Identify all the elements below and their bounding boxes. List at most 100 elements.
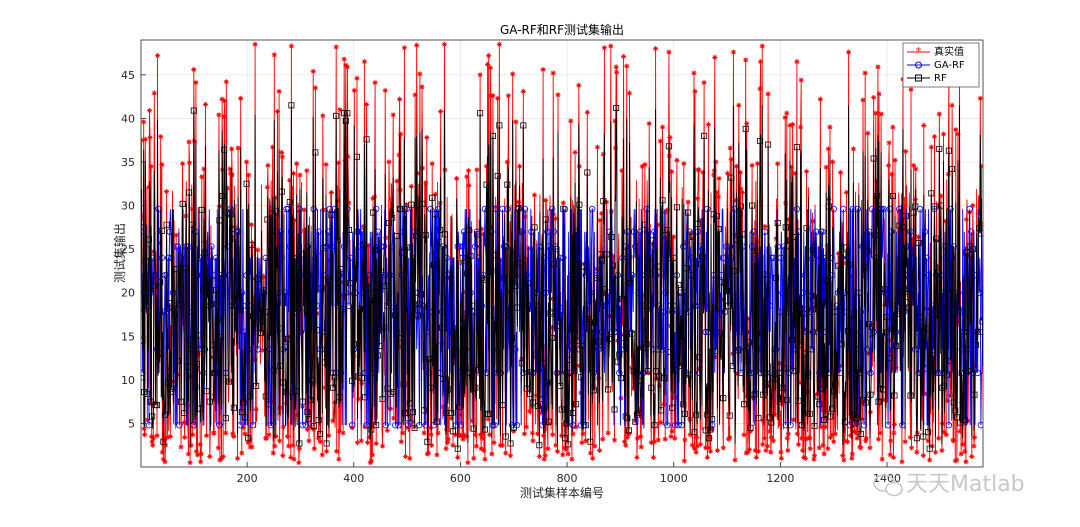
data-point <box>721 279 728 286</box>
data-point <box>279 154 285 160</box>
data-point <box>563 420 570 427</box>
data-point <box>533 351 540 358</box>
data-point <box>542 216 549 223</box>
data-point <box>317 439 323 445</box>
legend-label-true: 真实值 <box>934 45 964 58</box>
data-point <box>968 228 975 235</box>
data-point <box>229 226 236 233</box>
legend-marker-circle <box>915 61 922 69</box>
legend-label-rf: RF <box>934 73 947 84</box>
data-point <box>767 428 773 434</box>
data-point <box>429 194 436 201</box>
data-point <box>729 362 736 369</box>
data-point <box>962 448 968 454</box>
data-point <box>267 333 274 340</box>
data-point <box>970 202 976 209</box>
data-point <box>955 307 962 314</box>
data-point <box>803 225 810 232</box>
series-layer <box>141 41 983 466</box>
data-point <box>808 293 815 300</box>
data-point <box>172 243 180 250</box>
data-point <box>157 279 164 286</box>
data-point <box>373 422 380 429</box>
data-point <box>931 134 938 140</box>
data-point <box>678 337 685 344</box>
data-point <box>246 393 253 400</box>
data-point <box>944 371 951 378</box>
data-point <box>326 433 332 439</box>
data-point <box>568 326 575 333</box>
data-point <box>669 428 675 434</box>
data-point <box>782 114 788 121</box>
data-point <box>638 302 645 309</box>
data-point <box>513 119 519 125</box>
data-point <box>387 406 394 412</box>
data-point <box>464 174 470 180</box>
data-point <box>842 438 848 444</box>
data-point <box>666 49 672 55</box>
data-point <box>744 121 750 127</box>
data-point <box>428 432 434 438</box>
x-tick-label: 600 <box>450 472 471 485</box>
data-point <box>141 137 145 143</box>
data-point <box>731 267 738 274</box>
data-point <box>408 183 414 189</box>
data-point <box>749 202 756 209</box>
data-point <box>533 392 539 399</box>
data-point <box>915 240 922 247</box>
data-point <box>955 321 962 327</box>
data-point <box>155 350 162 357</box>
data-point <box>693 449 699 455</box>
data-point <box>389 214 396 221</box>
data-point <box>317 430 324 437</box>
data-point <box>794 59 800 65</box>
data-point <box>283 400 290 406</box>
data-point <box>832 431 838 437</box>
data-point <box>354 440 361 446</box>
data-point <box>943 432 949 438</box>
data-point <box>860 97 866 103</box>
data-point <box>362 424 368 430</box>
data-point <box>880 386 887 393</box>
data-point <box>915 234 922 240</box>
data-point <box>771 375 778 382</box>
data-point <box>311 426 317 433</box>
data-point <box>803 436 809 442</box>
data-point <box>699 253 706 260</box>
data-point <box>642 162 648 168</box>
data-point <box>803 168 810 175</box>
data-point <box>605 386 612 393</box>
data-point <box>253 406 259 413</box>
data-point <box>333 112 340 119</box>
data-point <box>150 442 156 448</box>
data-point <box>517 163 523 169</box>
data-point <box>921 365 928 372</box>
data-point <box>568 118 574 124</box>
data-point <box>400 430 406 436</box>
data-point <box>963 459 969 465</box>
data-point <box>209 341 216 348</box>
data-point <box>637 377 644 384</box>
data-point <box>782 224 789 231</box>
data-point <box>867 391 874 398</box>
data-point <box>298 228 304 234</box>
data-point <box>527 408 533 414</box>
data-point <box>427 384 434 391</box>
data-point <box>145 236 152 243</box>
data-point <box>224 209 231 216</box>
data-point <box>846 49 852 55</box>
data-point <box>457 369 464 376</box>
data-point <box>843 244 850 251</box>
data-point <box>904 294 911 301</box>
data-point <box>249 444 255 450</box>
data-point <box>360 241 367 248</box>
data-point <box>649 237 656 244</box>
data-point <box>154 53 161 59</box>
data-point <box>839 363 845 369</box>
data-point <box>875 64 881 70</box>
data-point <box>744 357 751 364</box>
data-point <box>665 143 672 150</box>
data-point <box>943 218 949 224</box>
data-point <box>293 412 299 418</box>
data-point <box>974 328 981 335</box>
